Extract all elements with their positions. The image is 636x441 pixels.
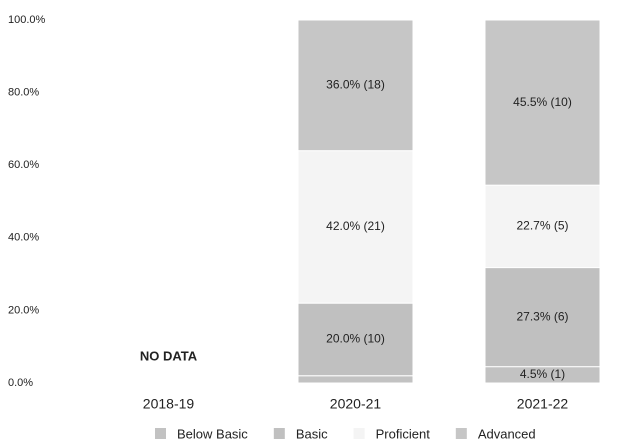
value-label: 20.0% (10) bbox=[326, 332, 385, 346]
value-label: 4.5% (1) bbox=[520, 367, 565, 381]
y-tick-label: 60.0% bbox=[8, 159, 39, 171]
x-tick-label: 2021-22 bbox=[517, 396, 569, 412]
legend-label: Proficient bbox=[376, 426, 431, 441]
y-tick-label: 20.0% bbox=[8, 304, 39, 316]
legend-label: Advanced bbox=[478, 426, 536, 441]
y-tick-label: 0.0% bbox=[8, 377, 33, 389]
value-label: 36.0% (18) bbox=[326, 78, 385, 92]
y-tick-label: 100.0% bbox=[8, 14, 46, 26]
x-tick-label: 2020-21 bbox=[330, 396, 382, 412]
bar-segment bbox=[297, 150, 414, 304]
bar-segment bbox=[484, 184, 601, 269]
bar-segment bbox=[297, 302, 414, 377]
legend-label: Below Basic bbox=[177, 426, 248, 441]
bar-segment bbox=[484, 19, 601, 186]
legend-swatch bbox=[155, 428, 166, 439]
value-label: 45.5% (10) bbox=[513, 95, 572, 109]
legend-swatch bbox=[455, 428, 467, 439]
bar-segment bbox=[484, 267, 601, 368]
legend-swatch bbox=[273, 428, 285, 439]
bar-segment bbox=[297, 375, 414, 384]
no-data-label: NO DATA bbox=[140, 348, 198, 363]
y-tick-label: 80.0% bbox=[8, 87, 39, 99]
value-label: 42.0% (21) bbox=[326, 219, 385, 233]
legend-swatch bbox=[353, 428, 365, 439]
bar-segment bbox=[297, 19, 414, 152]
value-label: 22.7% (5) bbox=[516, 219, 568, 233]
y-tick-label: 40.0% bbox=[8, 232, 39, 244]
x-tick-label: 2018-19 bbox=[143, 396, 195, 412]
legend-label: Basic bbox=[296, 426, 328, 441]
value-label: 27.3% (6) bbox=[516, 309, 568, 323]
